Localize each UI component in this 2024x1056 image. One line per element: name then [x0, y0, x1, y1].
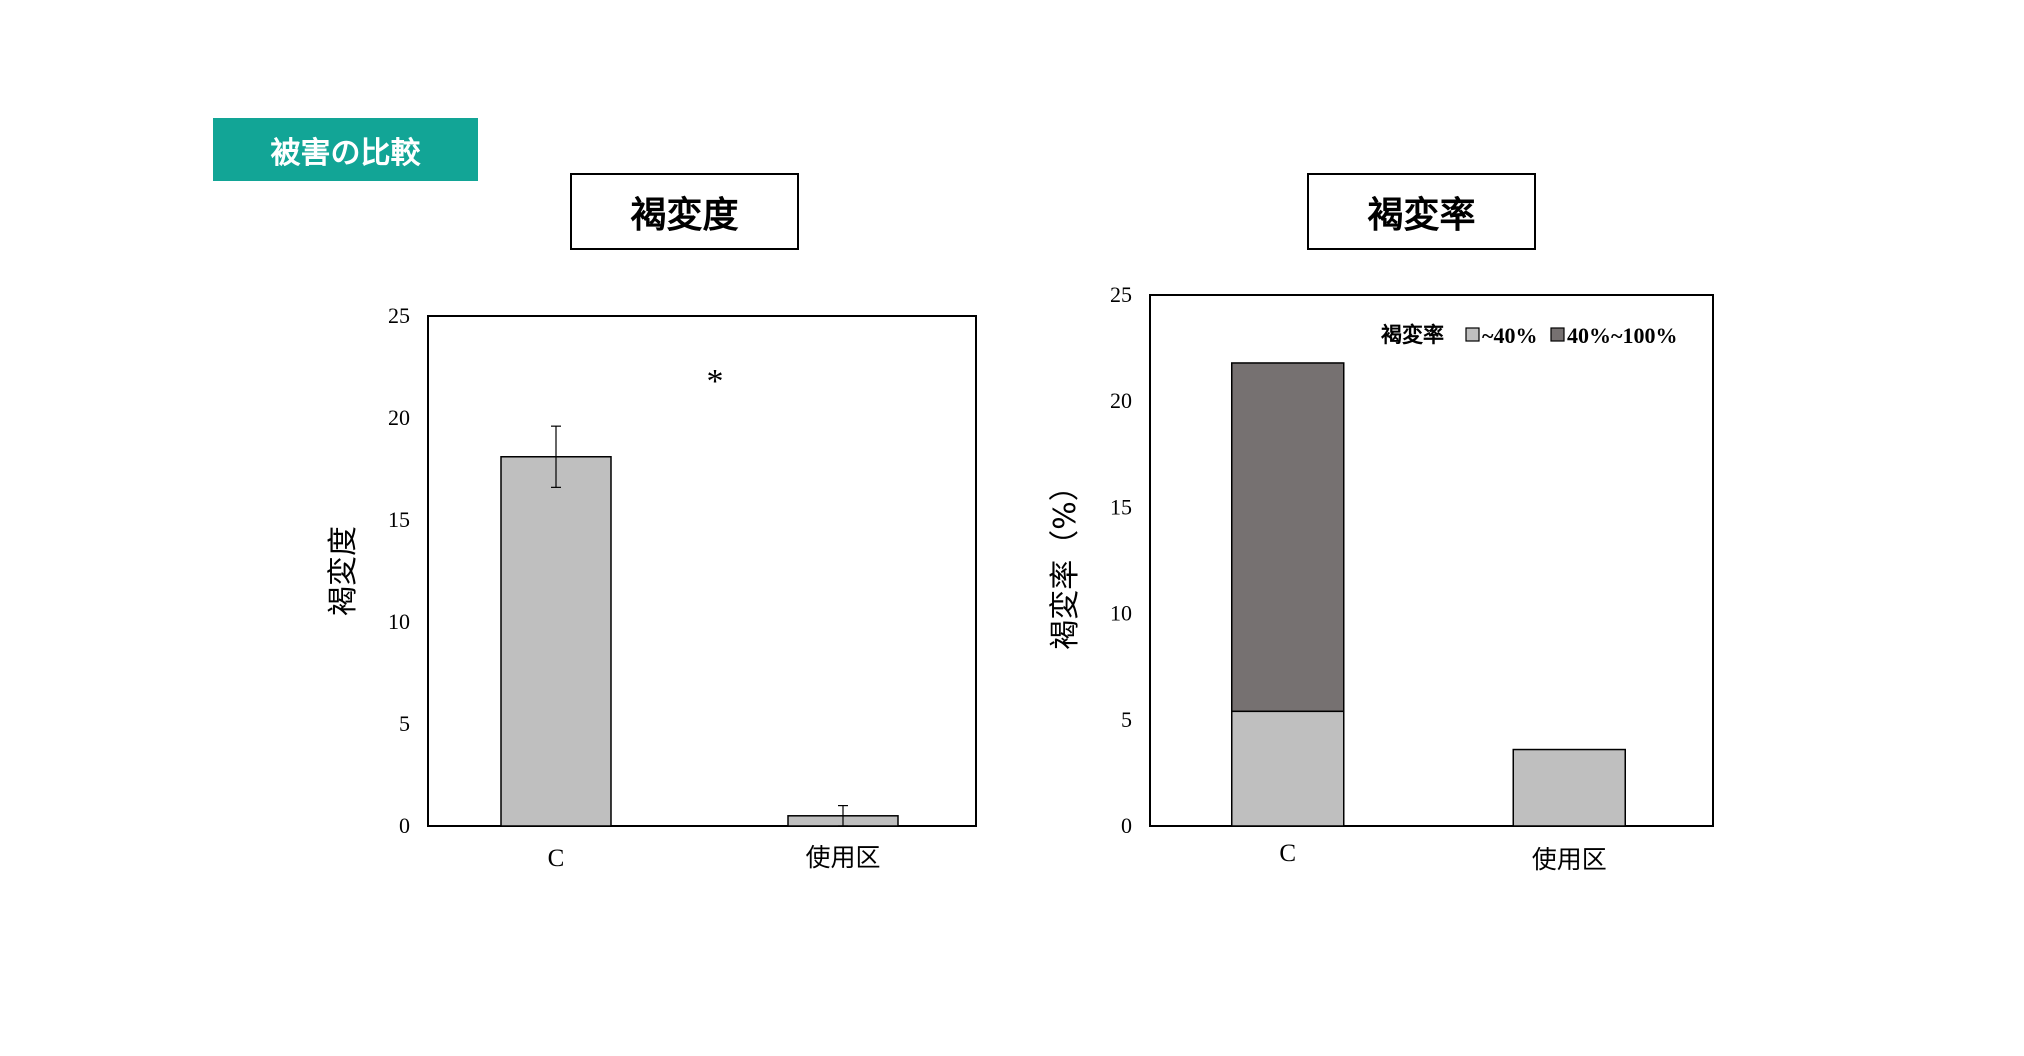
x-tick-label-1: 使用区 — [1532, 846, 1607, 874]
bar-1-series-0 — [1512, 748, 1626, 827]
plot-frame — [1149, 294, 1714, 827]
bar-0-series-0 — [1231, 710, 1345, 827]
y-tick-label-5: 5 — [399, 711, 410, 736]
x-tick-label-1: 使用区 — [805, 844, 880, 872]
y-tick-label-5: 5 — [1121, 707, 1132, 732]
chart-browning-rate: 0 5 10 15 20 25 褐変率（%） C 使用区 褐変率 ~40% 40%~100% — [1048, 282, 1714, 874]
y-tick-label-15: 15 — [388, 507, 410, 532]
chart-title-browning-rate: 褐変率 — [1307, 173, 1536, 250]
legend-label-0: ~40% — [1482, 323, 1537, 348]
y-tick-label-25: 25 — [1110, 282, 1132, 307]
y-tick-label-25: 25 — [388, 303, 410, 328]
y-tick-label-10: 10 — [388, 609, 410, 634]
y-tick-label-20: 20 — [1110, 388, 1132, 413]
y-tick-label-0: 0 — [399, 813, 410, 838]
x-tick-label-0: C — [1279, 840, 1296, 867]
y-tick-label-10: 10 — [1110, 601, 1132, 626]
chart-browning-degree: 0 5 10 15 20 25 褐変度 C 使用区 * — [326, 303, 977, 872]
y-tick-label-15: 15 — [1110, 494, 1132, 519]
x-tick-label-0: C — [548, 845, 565, 872]
plot-frame — [427, 315, 977, 827]
y-tick-label-0: 0 — [1121, 813, 1132, 838]
bar-0 — [500, 456, 612, 827]
chart-title-browning-degree: 褐変度 — [570, 173, 799, 250]
legend-label-1: 40%~100% — [1567, 323, 1677, 348]
significance-marker: * — [707, 363, 724, 400]
y-tick-label-20: 20 — [388, 405, 410, 430]
y-axis-label: 褐変率（%） — [1048, 471, 1083, 650]
y-axis-label: 褐変度 — [326, 526, 361, 616]
legend-swatch-1 — [1550, 327, 1565, 342]
section-tag: 被害の比較 — [213, 118, 478, 181]
legend-title: 褐変率 — [1380, 323, 1444, 347]
bar-0-series-1 — [1231, 362, 1345, 713]
legend-swatch-0 — [1465, 327, 1480, 342]
